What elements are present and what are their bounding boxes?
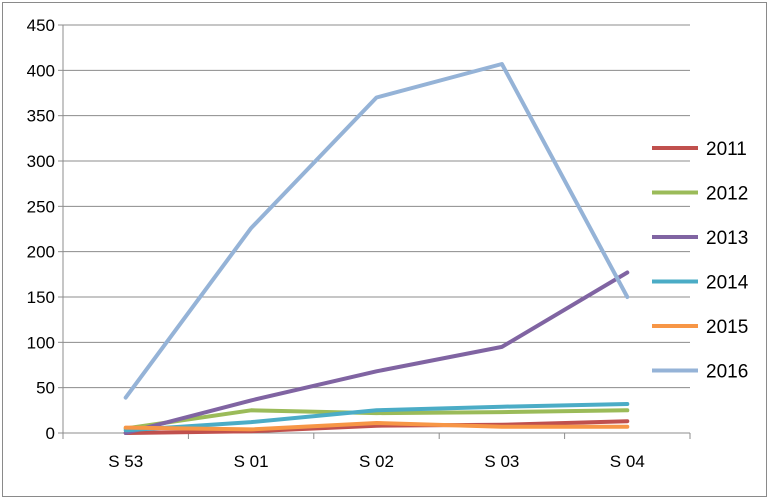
y-tick-label: 50 — [36, 379, 55, 398]
x-tick-label: S 01 — [234, 452, 269, 471]
series-line-2014 — [123, 402, 630, 433]
axes: 0 50 100 150 200 250 300 350 400 450 S 53 S 01 S 02 S… — [27, 16, 691, 471]
x-tick-label: S 53 — [108, 452, 143, 471]
legend-label-2016: 2016 — [706, 362, 748, 383]
y-tick-label: 150 — [27, 288, 55, 307]
x-tick-label: S 04 — [610, 452, 645, 471]
y-tick-label: 400 — [27, 61, 55, 80]
y-tick-label: 350 — [27, 107, 55, 126]
series-lines — [123, 62, 630, 435]
series-line-2012 — [123, 408, 630, 431]
series-line-2015 — [123, 421, 630, 432]
x-tick-label: S 03 — [484, 452, 519, 471]
legend-label-2013: 2013 — [706, 228, 748, 249]
legend-label-2011: 2011 — [706, 139, 747, 160]
legend-label-2014: 2014 — [706, 273, 749, 294]
legend-label-2012: 2012 — [706, 184, 748, 205]
series-line-2016 — [123, 62, 630, 400]
series-line-2013 — [123, 270, 630, 435]
gridlines — [63, 24, 690, 389]
x-tick-label: S 02 — [359, 452, 394, 471]
legend: 2011 2012 2013 2014 2015 2016 — [652, 139, 749, 383]
y-tick-label: 250 — [27, 197, 55, 216]
y-tick-label: 200 — [27, 243, 55, 262]
series-line-2011 — [123, 419, 630, 435]
y-tick-label: 100 — [27, 333, 55, 352]
y-tick-label: 450 — [27, 16, 55, 35]
y-tick-label: 300 — [27, 152, 55, 171]
legend-label-2015: 2015 — [706, 317, 748, 338]
y-tick-label: 0 — [46, 424, 55, 443]
